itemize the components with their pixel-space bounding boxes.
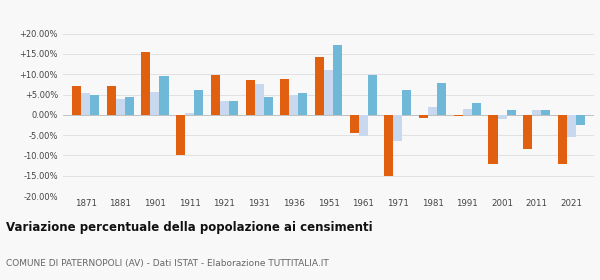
- Bar: [472, 103, 481, 115]
- Bar: [463, 109, 472, 115]
- Bar: [245, 80, 254, 115]
- Bar: [567, 115, 576, 137]
- Bar: [90, 95, 99, 115]
- Bar: [263, 97, 272, 115]
- Bar: [324, 70, 333, 115]
- Bar: [289, 95, 298, 115]
- Bar: [142, 52, 151, 115]
- Bar: [81, 93, 90, 115]
- Text: Variazione percentuale della popolazione ai censimenti: Variazione percentuale della popolazione…: [6, 221, 373, 234]
- Bar: [385, 115, 394, 176]
- Bar: [350, 115, 359, 133]
- Bar: [403, 90, 412, 115]
- Bar: [211, 75, 220, 115]
- Bar: [125, 97, 134, 115]
- Bar: [506, 110, 515, 115]
- Bar: [72, 87, 81, 115]
- Bar: [280, 79, 289, 115]
- Bar: [359, 115, 368, 136]
- Bar: [107, 86, 116, 115]
- Bar: [151, 92, 160, 115]
- Bar: [176, 115, 185, 155]
- Bar: [437, 83, 446, 115]
- Bar: [419, 115, 428, 118]
- Bar: [160, 76, 169, 115]
- Bar: [454, 115, 463, 116]
- Bar: [576, 115, 585, 125]
- Bar: [220, 101, 229, 115]
- Bar: [298, 93, 307, 115]
- Bar: [523, 115, 532, 149]
- Text: COMUNE DI PATERNOPOLI (AV) - Dati ISTAT - Elaborazione TUTTITALIA.IT: COMUNE DI PATERNOPOLI (AV) - Dati ISTAT …: [6, 259, 329, 268]
- Bar: [185, 113, 194, 115]
- Bar: [532, 110, 541, 115]
- Bar: [394, 115, 403, 141]
- Bar: [558, 115, 567, 164]
- Bar: [497, 115, 506, 119]
- Bar: [116, 99, 125, 115]
- Bar: [333, 45, 342, 115]
- Bar: [254, 84, 263, 115]
- Bar: [194, 90, 203, 115]
- Bar: [368, 75, 377, 115]
- Bar: [541, 110, 550, 115]
- Bar: [488, 115, 497, 164]
- Bar: [315, 57, 324, 115]
- Bar: [229, 101, 238, 115]
- Bar: [428, 108, 437, 115]
